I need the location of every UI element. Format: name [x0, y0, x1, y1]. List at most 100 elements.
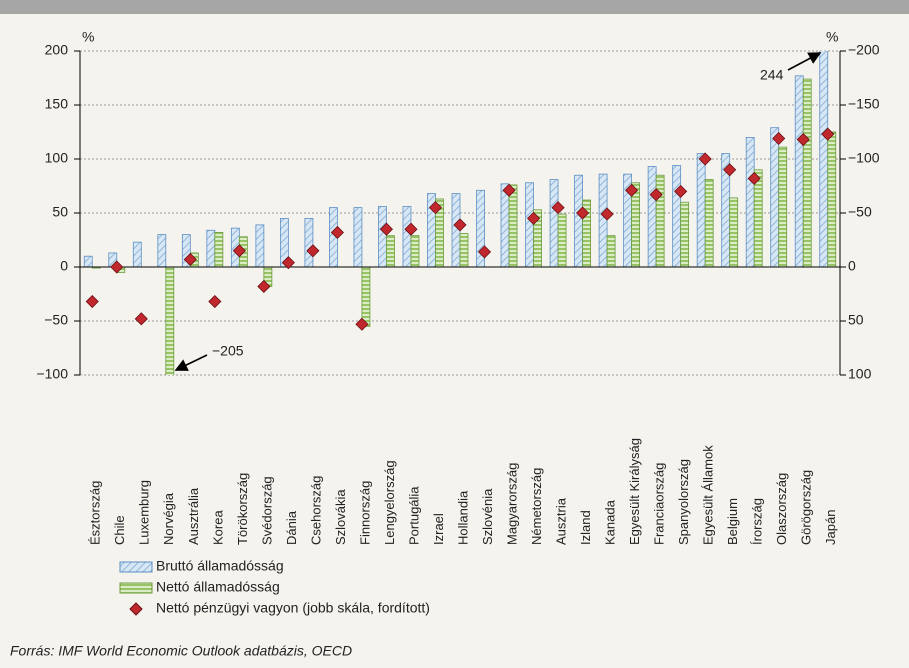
marker [477, 245, 492, 259]
bar [549, 179, 559, 268]
bar [704, 179, 714, 268]
bar [353, 207, 363, 268]
marker [600, 207, 614, 221]
y-tick-label: −100 [36, 366, 68, 382]
x-tick-label: Szlovénia [480, 488, 495, 545]
bar [574, 174, 583, 268]
x-tick-label: Belgium [725, 498, 740, 545]
legend-label: Nettó pénzügyi vagyon (jobb skála, fordí… [156, 600, 430, 616]
x-tick-label: Szlovákia [333, 489, 348, 545]
bar [770, 127, 780, 268]
y2-tick-label: 0 [848, 258, 856, 274]
x-tick-label: Portugália [406, 486, 421, 545]
legend-swatch [129, 602, 143, 616]
bar [378, 206, 387, 268]
x-tick-label: Egyesült Királyság [627, 438, 642, 545]
marker [134, 312, 148, 326]
annotation-arrow [174, 354, 208, 371]
x-tick-label: Spanyolország [676, 459, 691, 545]
bar [83, 255, 93, 268]
marker [796, 132, 810, 147]
bar [557, 213, 567, 268]
x-tick-label: Norvégia [161, 492, 176, 545]
bar [214, 232, 224, 268]
y2-unit: % [826, 29, 838, 45]
plot-area [83, 51, 837, 375]
annotation: 244 [760, 67, 784, 83]
bar [753, 169, 763, 268]
y-tick-label: −50 [44, 312, 68, 328]
x-tick-label: Ausztrália [186, 487, 201, 545]
bar [598, 173, 608, 268]
x-tick-label: Törökország [235, 473, 250, 545]
bar [778, 146, 788, 268]
x-tick-label: Csehország [308, 476, 323, 545]
x-tick-label: Írország [750, 498, 765, 545]
x-tick-label: Olaszország [774, 473, 789, 545]
legend-swatch [119, 561, 153, 573]
x-tick-label: Korea [210, 510, 225, 545]
bar [680, 201, 690, 268]
bar [157, 234, 167, 268]
marker [772, 131, 786, 146]
x-tick-label: Kanada [603, 499, 618, 545]
annotation: −205 [212, 343, 244, 359]
marker [281, 256, 295, 270]
top-band [0, 0, 909, 14]
x-tick-label: Észtország [88, 481, 103, 545]
marker [232, 244, 246, 258]
bar [655, 174, 665, 268]
source: Forrás: IMF World Economic Outlook adatb… [10, 643, 352, 659]
x-tick-label: Lengyelország [382, 460, 397, 545]
marker [674, 184, 688, 198]
marker [379, 222, 394, 236]
x-tick-label: Franciaország [652, 463, 667, 545]
bar [459, 233, 469, 268]
marker [625, 183, 639, 197]
bar [402, 206, 412, 268]
bar [802, 78, 812, 268]
y-tick-label: 150 [45, 96, 69, 112]
marker [723, 163, 737, 177]
x-tick-label: Svédország [259, 476, 274, 545]
bar [132, 241, 142, 268]
bar [206, 229, 216, 268]
marker [428, 201, 443, 215]
bar [386, 235, 395, 268]
bar [361, 266, 371, 327]
bar [672, 165, 682, 268]
y2-tick-label: −200 [848, 42, 880, 58]
x-tick-label: Egyesült Államok [701, 445, 716, 545]
marker [649, 188, 663, 202]
marker [551, 201, 565, 215]
annotation-arrow [787, 52, 822, 71]
y2-tick-label: −100 [848, 150, 880, 166]
bar [165, 266, 175, 375]
bar [500, 183, 510, 268]
x-tick-label: Finnország [357, 481, 372, 545]
marker [183, 252, 197, 267]
x-tick-label: Ausztria [554, 497, 569, 545]
marker [355, 317, 369, 331]
y-unit: % [82, 29, 94, 45]
y2-tick-label: −50 [848, 204, 872, 220]
bar [410, 235, 420, 268]
bar [745, 136, 755, 268]
marker [208, 294, 222, 309]
marker [306, 244, 320, 258]
marker [526, 211, 541, 225]
bar [827, 131, 837, 268]
marker [502, 183, 516, 197]
y-tick-label: 200 [45, 42, 69, 58]
marker [85, 294, 99, 309]
y-tick-label: 100 [45, 150, 69, 166]
x-tick-label: Dánia [284, 510, 299, 545]
legend-label: Nettó államadósság [156, 579, 280, 595]
marker [453, 218, 467, 232]
bar [508, 184, 518, 268]
y-tick-label: 0 [60, 258, 68, 274]
y-tick-label: 50 [52, 204, 68, 220]
x-tick-label: Görögország [799, 470, 814, 545]
